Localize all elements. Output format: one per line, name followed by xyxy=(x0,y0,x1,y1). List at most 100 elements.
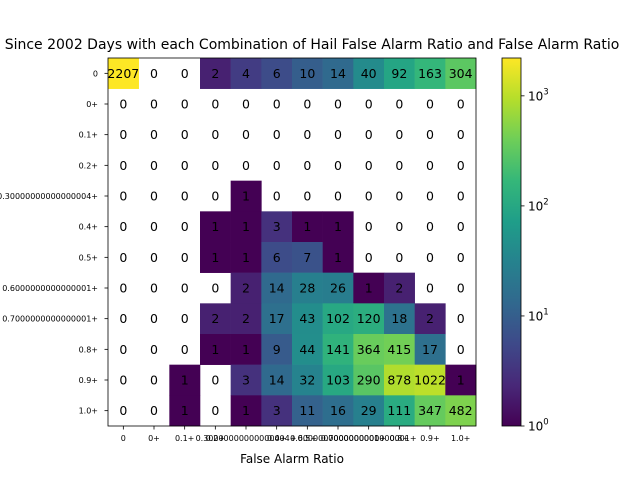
cell-value-label: 0 xyxy=(273,97,281,112)
heatmap-cell xyxy=(414,303,446,335)
heatmap-cell xyxy=(322,364,354,396)
colorbar-tick-base: 10 xyxy=(528,89,543,103)
heatmap-cell xyxy=(261,364,293,396)
cell-value-label: 0 xyxy=(303,127,311,142)
cell-value-label: 0 xyxy=(426,189,434,204)
cell-value-label: 92 xyxy=(391,66,407,81)
cell-value-label: 0 xyxy=(211,158,219,173)
cell-value-label: 1 xyxy=(334,250,342,265)
heatmap-cell xyxy=(322,272,354,304)
cell-value-label: 2 xyxy=(395,281,403,296)
cell-value-label: 1 xyxy=(181,373,189,388)
cell-value-label: 0 xyxy=(119,281,127,296)
cell-value-label: 0 xyxy=(181,311,189,326)
heatmap-cell xyxy=(322,242,354,273)
heatmap-cell xyxy=(230,395,262,427)
cell-value-label: 2 xyxy=(426,311,434,326)
cell-value-label: 0 xyxy=(150,219,158,234)
cell-value-label: 364 xyxy=(357,342,381,357)
cell-value-label: 878 xyxy=(387,373,411,388)
heatmap-cell xyxy=(292,364,323,396)
cell-value-label: 1 xyxy=(211,250,219,265)
cell-value-label: 0 xyxy=(211,373,219,388)
heatmap-cells xyxy=(108,58,477,427)
cell-value-label: 10 xyxy=(299,66,315,81)
colorbar-tick-base: 10 xyxy=(528,420,543,434)
heatmap-cell xyxy=(200,242,231,273)
cell-value-label: 0 xyxy=(119,311,127,326)
cell-value-label: 290 xyxy=(357,373,381,388)
heatmap-cell xyxy=(230,272,262,304)
cell-value-label: 6 xyxy=(273,66,281,81)
cell-value-label: 3 xyxy=(242,373,250,388)
y-tick-label: 0.6000000000000001+ xyxy=(2,284,98,293)
cell-value-label: 0 xyxy=(303,189,311,204)
cell-value-label: 0 xyxy=(334,158,342,173)
chart-title: Since 2002 Days with each Combination of… xyxy=(5,37,620,53)
x-tick-label: 0.1+ xyxy=(175,434,194,443)
cell-value-label: 0 xyxy=(181,342,189,357)
cell-value-label: 0 xyxy=(119,97,127,112)
cell-value-label: 0 xyxy=(242,97,250,112)
heatmap-cell xyxy=(353,272,385,304)
cell-value-label: 0 xyxy=(334,97,342,112)
cell-value-label: 1 xyxy=(211,342,219,357)
y-tick-label: 0.4+ xyxy=(79,223,98,232)
cell-value-label: 0 xyxy=(457,342,465,357)
heatmap-cell xyxy=(353,303,385,335)
x-tick-label: 0.2+ xyxy=(206,434,225,443)
cell-value-label: 1 xyxy=(242,250,250,265)
heatmap-cell xyxy=(384,364,415,396)
heatmap-cell xyxy=(230,242,262,273)
cell-value-label: 0 xyxy=(426,127,434,142)
cell-value-label: 0 xyxy=(457,127,465,142)
heatmap-cell xyxy=(353,334,385,365)
y-tick-label: 0+ xyxy=(86,100,98,109)
colorbar-tick-exponent: 2 xyxy=(543,197,548,207)
cell-value-label: 28 xyxy=(299,281,315,296)
y-tick-label: 0.7000000000000001+ xyxy=(2,315,98,324)
colorbar-tick-label: 100 xyxy=(528,418,549,434)
cell-value-label: 17 xyxy=(422,342,438,357)
heatmap-cell xyxy=(445,395,477,427)
heatmap-cell xyxy=(292,272,323,304)
plot-frame xyxy=(107,57,477,427)
heatmap-cell xyxy=(384,272,415,304)
x-tick-label: 0.5+ xyxy=(298,434,317,443)
heatmap-cell xyxy=(200,334,231,365)
cell-value-label: 14 xyxy=(330,66,346,81)
heatmap-cell xyxy=(261,395,293,427)
heatmap-cell xyxy=(414,58,446,89)
x-tick-label: 0.7000000000000001+ xyxy=(321,434,417,443)
cell-value-label: 2 xyxy=(211,66,219,81)
heatmap-cell xyxy=(322,211,354,243)
cell-value-label: 1 xyxy=(334,219,342,234)
cell-value-label: 0 xyxy=(395,189,403,204)
cell-value-label: 0 xyxy=(150,373,158,388)
heatmap-cell xyxy=(322,58,354,89)
heatmap-cell xyxy=(322,334,354,365)
cell-value-label: 0 xyxy=(457,311,465,326)
y-tick-label: 0.2+ xyxy=(79,161,98,170)
colorbar xyxy=(502,58,521,426)
cell-value-label: 14 xyxy=(269,281,285,296)
cell-value-label: 1022 xyxy=(414,373,446,388)
cell-value-label: 0 xyxy=(334,189,342,204)
cell-value-label: 3 xyxy=(273,219,281,234)
cell-value-label: 0 xyxy=(426,158,434,173)
cell-value-label: 304 xyxy=(449,66,473,81)
heatmap-cell xyxy=(414,395,446,427)
cell-value-label: 6 xyxy=(273,250,281,265)
x-axis-ticks: 0 0+ 0.1+ 0.2+0.30000000000000004+0.4+ 0.5+0… xyxy=(121,426,470,443)
cell-value-label: 26 xyxy=(330,281,346,296)
heatmap-cell xyxy=(230,180,262,212)
cell-value-label: 14 xyxy=(269,373,285,388)
x-tick-label: 0.8+ xyxy=(390,434,409,443)
cell-value-label: 0 xyxy=(150,250,158,265)
cell-value-label: 0 xyxy=(426,281,434,296)
cell-value-label: 0 xyxy=(150,127,158,142)
x-tick-label: 0+ xyxy=(148,434,160,443)
cell-value-label: 0 xyxy=(426,250,434,265)
heatmap-cell xyxy=(230,211,262,243)
